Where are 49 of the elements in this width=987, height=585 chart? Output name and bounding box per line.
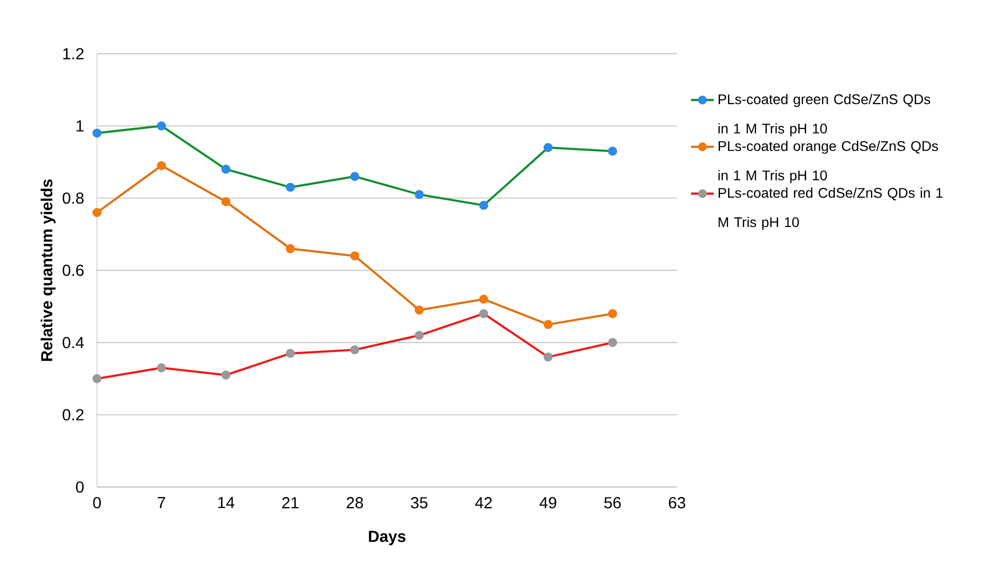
point bbox=[544, 352, 553, 362]
x-tick-label: 21 bbox=[282, 497, 298, 508]
legend-label: PLs-coated green CdSe/ZnS QDs in 1 M Tris pH 10 bbox=[718, 94, 930, 136]
point bbox=[350, 251, 360, 260]
point bbox=[92, 208, 102, 218]
y-tick-label: 0.4 bbox=[62, 336, 84, 348]
y-tick-label: 1 bbox=[76, 120, 84, 132]
x-tick-label: 35 bbox=[410, 497, 428, 508]
point bbox=[92, 128, 102, 138]
point bbox=[414, 330, 424, 340]
point bbox=[414, 190, 424, 200]
y-tick-label: 0 bbox=[76, 481, 84, 493]
point bbox=[92, 374, 102, 384]
point bbox=[479, 294, 488, 304]
x-axis-title: Days bbox=[368, 530, 406, 546]
point bbox=[156, 161, 166, 170]
y-tick-label: 0.2 bbox=[62, 409, 84, 420]
point bbox=[544, 320, 553, 330]
x-tick-label: 42 bbox=[475, 497, 492, 508]
point bbox=[286, 182, 295, 192]
point bbox=[479, 200, 488, 210]
x-tick-label: 56 bbox=[604, 497, 621, 508]
x-tick-label: 28 bbox=[346, 497, 363, 508]
point bbox=[479, 309, 488, 318]
point bbox=[414, 306, 424, 315]
point bbox=[544, 143, 553, 152]
y-tick-label: 0.6 bbox=[62, 264, 84, 276]
x-tick-label: 63 bbox=[668, 497, 686, 508]
point bbox=[156, 363, 166, 372]
point bbox=[286, 244, 295, 254]
point bbox=[156, 121, 166, 130]
y-axis-title: Relative quantum yields bbox=[40, 179, 56, 361]
legend-label: PLs-coated red CdSe/ZnS QDs in 1 M Tris pH 10 bbox=[718, 188, 942, 230]
point bbox=[286, 348, 295, 358]
x-tick-label: 0 bbox=[93, 497, 101, 508]
x-tick-label: 49 bbox=[540, 497, 556, 508]
point bbox=[350, 172, 360, 181]
point bbox=[350, 345, 360, 354]
x-tick-label: 7 bbox=[158, 497, 166, 508]
y-tick-label: 0.8 bbox=[62, 192, 84, 204]
point bbox=[608, 338, 618, 348]
point bbox=[221, 370, 230, 380]
y-tick-label: 1.2 bbox=[63, 48, 84, 60]
point bbox=[608, 309, 618, 318]
point bbox=[221, 197, 230, 206]
point bbox=[221, 164, 230, 174]
x-tick-label: 14 bbox=[218, 497, 234, 508]
point bbox=[608, 146, 618, 156]
legend-label: PLs-coated orange CdSe/ZnS QDs in 1 M Tris pH 10 bbox=[718, 140, 938, 184]
